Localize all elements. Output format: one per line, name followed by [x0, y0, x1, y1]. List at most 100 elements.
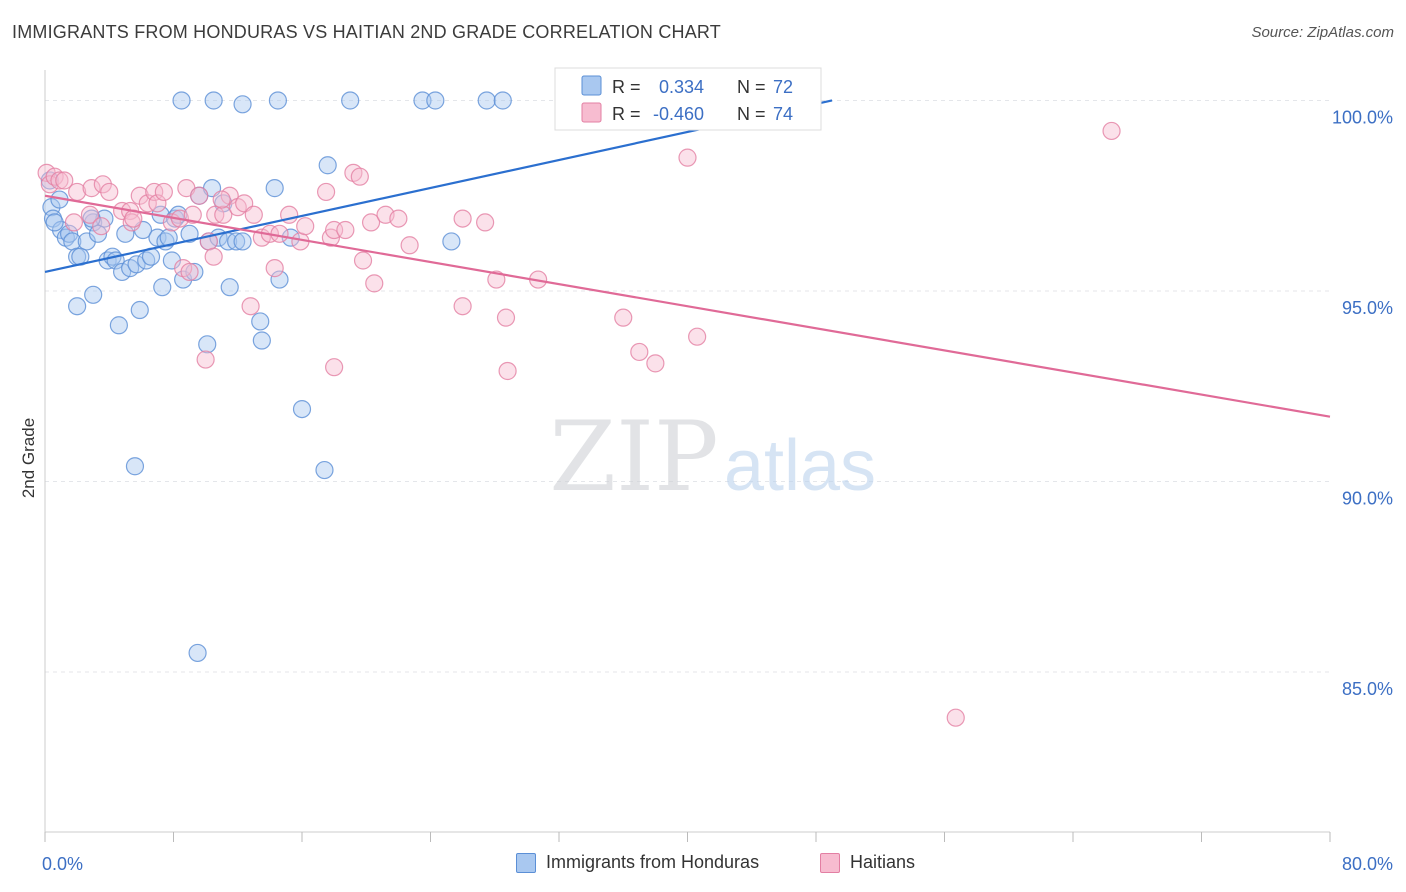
legend-n-value-blue: 72 — [773, 77, 793, 97]
point-pink-14 — [145, 182, 164, 202]
point-pink-16 — [154, 182, 173, 202]
legend-n-value-pink: 74 — [773, 104, 793, 124]
point-pink-7 — [93, 175, 112, 194]
legend-swatch-pink — [581, 102, 602, 123]
point-blue-61 — [153, 278, 172, 297]
point-blue-5 — [413, 91, 432, 110]
legend-r-value-pink: -0.460 — [653, 104, 704, 124]
point-blue-30 — [127, 255, 146, 274]
point-blue-1 — [204, 91, 223, 110]
y-tick-labels: 100.0% 95.0% 90.0% 85.0% — [1332, 107, 1393, 699]
point-pink-60 — [353, 251, 373, 270]
point-blue-56 — [442, 232, 461, 251]
point-blue-3 — [268, 91, 288, 110]
legend-r-value-blue: 0.334 — [659, 77, 704, 97]
point-pink-63 — [496, 308, 516, 327]
chart-title: IMMIGRANTS FROM HONDURAS VS HAITIAN 2ND … — [12, 22, 721, 42]
point-blue-69 — [188, 643, 207, 663]
stats-legend: R = 0.334 N = 72 R = -0.460 N = 74 — [554, 67, 822, 131]
series-legend: Immigrants from Honduras Haitians — [0, 852, 1406, 878]
y-tick-label-2: 90.0% — [1342, 488, 1393, 508]
point-pink-41 — [361, 213, 381, 232]
point-pink-71 — [498, 361, 517, 381]
point-pink-52 — [64, 213, 84, 232]
point-blue-51 — [233, 232, 252, 251]
point-blue-58 — [68, 297, 87, 316]
point-blue-53 — [270, 270, 289, 289]
point-pink-67 — [688, 327, 707, 346]
point-blue-70 — [45, 213, 64, 232]
point-blue-2 — [233, 95, 252, 114]
point-blue-60 — [130, 300, 149, 320]
point-pink-69 — [241, 297, 260, 316]
point-pink-57 — [180, 262, 199, 282]
legend-r-label-blue: R = — [612, 77, 641, 97]
point-pink-45 — [453, 209, 472, 228]
y-tick-label-1: 95.0% — [1342, 298, 1393, 318]
legend-n-label-pink: N = — [737, 104, 766, 124]
point-pink-21 — [190, 186, 209, 205]
point-blue-50 — [227, 232, 246, 251]
point-pink-72 — [946, 708, 965, 727]
point-blue-28 — [116, 224, 135, 243]
point-pink-6 — [82, 179, 101, 198]
point-pink-73 — [212, 190, 231, 209]
point-blue-4 — [341, 91, 360, 110]
point-pink-20 — [183, 205, 202, 224]
point-blue-65 — [252, 331, 271, 350]
legend-swatch-haitians — [820, 852, 840, 873]
point-blue-68 — [315, 460, 334, 480]
point-blue-62 — [220, 278, 239, 297]
point-blue-57 — [84, 285, 103, 304]
point-pink-58 — [204, 247, 223, 266]
point-pink-31 — [270, 224, 289, 243]
point-pink-53 — [80, 205, 100, 224]
point-pink-62 — [453, 297, 472, 316]
point-pink-24 — [214, 205, 233, 224]
watermark-zip: ZIP — [549, 401, 718, 513]
point-pink-34 — [296, 217, 315, 236]
point-pink-64 — [614, 308, 633, 327]
point-blue-8 — [493, 91, 512, 110]
y-axis-label: 2nd Grade — [19, 418, 38, 498]
point-pink-38 — [336, 220, 355, 240]
point-blue-64 — [198, 335, 217, 354]
point-pink-13 — [138, 194, 157, 213]
y-tick-label-0: 100.0% — [1332, 107, 1393, 127]
point-pink-15 — [148, 194, 167, 213]
point-pink-50 — [678, 148, 697, 167]
point-pink-46 — [476, 213, 495, 232]
series-points-blue — [40, 91, 729, 663]
point-pink-3 — [50, 171, 69, 190]
point-pink-40 — [350, 167, 369, 186]
legend-item-haitians: Haitians — [820, 852, 915, 873]
watermark-atlas: atlas — [724, 426, 876, 506]
point-pink-8 — [100, 182, 119, 202]
source-label: Source: ZipAtlas.com — [1251, 24, 1394, 41]
trend-line-pink — [44, 194, 1331, 418]
legend-r-label-pink: R = — [612, 104, 641, 124]
point-pink-70 — [325, 358, 344, 377]
point-pink-66 — [646, 354, 665, 373]
point-blue-43 — [185, 262, 204, 282]
legend-swatch-blue — [581, 75, 602, 96]
axes — [44, 70, 1331, 842]
point-blue-7 — [477, 91, 496, 110]
point-blue-59 — [109, 316, 128, 335]
watermark: ZIP atlas — [549, 401, 876, 513]
y-tick-label-3: 85.0% — [1342, 679, 1393, 699]
x-tick-label-1: 80.0% — [1342, 854, 1393, 874]
point-blue-67 — [292, 399, 312, 419]
point-blue-55 — [318, 156, 337, 175]
point-blue-52 — [265, 179, 284, 198]
legend-label-haitians: Haitians — [850, 852, 916, 872]
legend-n-label-blue: N = — [737, 77, 766, 97]
point-pink-61 — [365, 274, 384, 293]
legend-item-honduras: Immigrants from Honduras — [516, 852, 759, 873]
point-pink-51 — [1102, 121, 1121, 141]
point-blue-37 — [159, 228, 178, 247]
point-pink-28 — [244, 205, 263, 224]
point-pink-43 — [389, 209, 408, 228]
x-tick-labels: 0.0% 80.0% — [42, 854, 1393, 874]
